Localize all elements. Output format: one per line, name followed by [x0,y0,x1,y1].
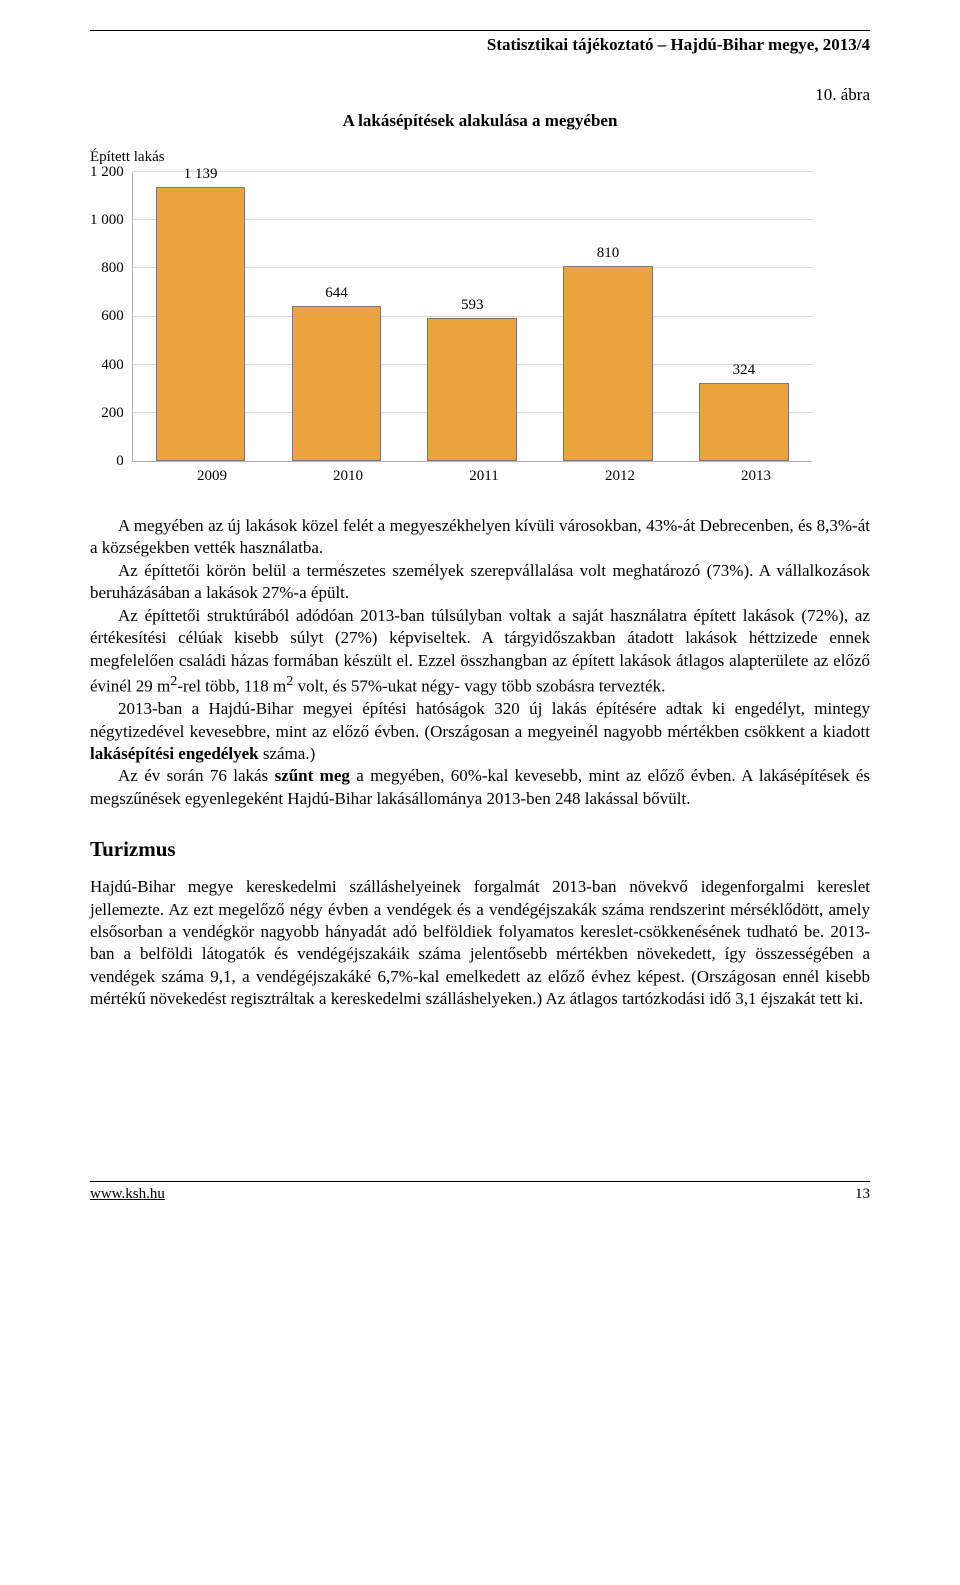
paragraph: A megyében az új lakások közel felét a m… [90,515,870,560]
footer-link[interactable]: www.ksh.hu [90,1186,165,1203]
section-heading: Turizmus [90,836,870,864]
paragraph: 2013-ban a Hajdú-Bihar megyei építési ha… [90,698,870,765]
xtick: 2010 [280,462,416,485]
bar-slot: 1 139 [133,172,269,461]
y-axis-label: Épített lakás [90,149,870,166]
bar-value-label: 593 [461,297,484,314]
bar: 593 [427,318,517,461]
xtick: 2012 [552,462,688,485]
header-rule [90,30,870,31]
plot-area: 1 139 644 593 810 324 [132,172,812,462]
ytick: 400 [101,365,124,366]
ytick: 600 [101,316,124,317]
y-axis: 1 200 1 000 800 600 400 200 0 [90,172,132,462]
bar-value-label: 324 [733,362,756,379]
page-number: 13 [855,1186,870,1203]
ytick: 200 [101,413,124,414]
bar-value-label: 1 139 [184,166,218,183]
xtick: 2009 [144,462,280,485]
bar-slot: 324 [676,172,812,461]
x-axis: 2009 2010 2011 2012 2013 [144,462,824,485]
bar-chart: Épített lakás 1 200 1 000 800 600 400 20… [90,149,870,485]
paragraph: Az év során 76 lakás szűnt meg a megyébe… [90,765,870,810]
chart-title: A lakásépítések alakulása a megyében [90,111,870,131]
bar-slot: 644 [269,172,405,461]
bar-slot: 593 [404,172,540,461]
ytick: 1 200 [90,172,124,173]
ytick: 1 000 [90,220,124,221]
paragraph: Hajdú-Bihar megye kereskedelmi szálláshe… [90,876,870,1011]
xtick: 2013 [688,462,824,485]
bar: 324 [699,383,789,461]
ytick: 800 [101,268,124,269]
page-header: Statisztikai tájékoztató – Hajdú-Bihar m… [90,35,870,55]
paragraph: Az építtetői struktúrából adódóan 2013-b… [90,605,870,698]
paragraph: Az építtetői körön belül a természetes s… [90,560,870,605]
page-footer: www.ksh.hu 13 [90,1181,870,1203]
bar: 1 139 [156,187,246,461]
ytick: 0 [116,461,124,462]
bar: 810 [563,266,653,461]
figure-number: 10. ábra [90,85,870,105]
bar-slot: 810 [540,172,676,461]
bar-value-label: 810 [597,245,620,262]
xtick: 2011 [416,462,552,485]
body-text: A megyében az új lakások közel felét a m… [90,515,870,1011]
bar: 644 [292,306,382,461]
bar-value-label: 644 [325,285,348,302]
